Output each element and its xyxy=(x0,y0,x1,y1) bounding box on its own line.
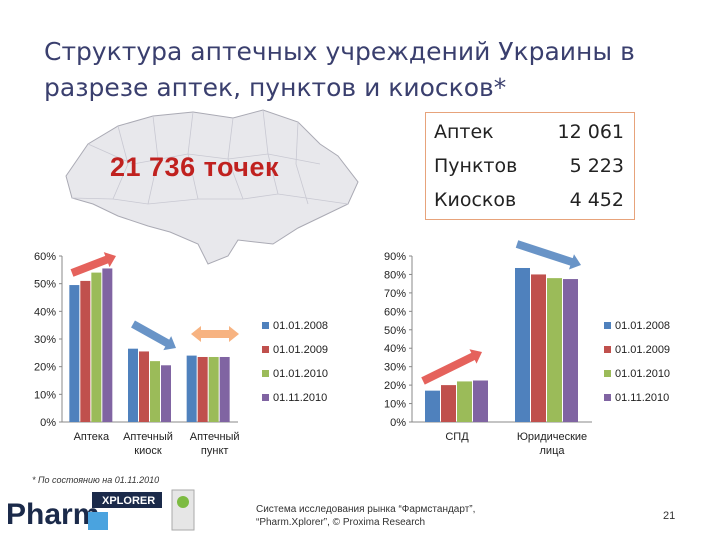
y-tick-label: 70% xyxy=(384,288,406,300)
legend-label: 01.01.2009 xyxy=(273,344,328,356)
bar xyxy=(69,285,80,422)
trend-arrow-down xyxy=(131,320,176,351)
pharmxplorer-logo: Pharm XPLORER xyxy=(6,486,196,534)
bar xyxy=(102,268,113,422)
trend-arrow-flat xyxy=(191,326,239,342)
stats-table: Аптек 12 061 Пунктов 5 223 Киосков 4 452 xyxy=(425,112,635,220)
bar xyxy=(128,348,138,422)
trend-arrow-down xyxy=(515,240,581,270)
bar xyxy=(547,278,562,422)
x-tick-label: киоск xyxy=(134,445,162,457)
bar xyxy=(425,390,440,422)
svg-text:Pharm: Pharm xyxy=(6,498,99,531)
slide-title: Структура аптечных учреждений Украины в … xyxy=(44,37,635,102)
trend-arrow-up xyxy=(421,349,482,385)
bar xyxy=(563,279,578,422)
total-points-label: 21 736 точек xyxy=(110,152,279,182)
chart-pharmacy-types-svg: 0% 10% 20% 30% 40% 50% 60% Аптека Аптечный киоск А… xyxy=(34,251,328,457)
bar xyxy=(219,356,230,422)
x-tick-label: Аптечный xyxy=(123,431,173,443)
legend-label: 01.01.2010 xyxy=(615,368,670,380)
bar xyxy=(80,280,91,422)
legend-swatch xyxy=(262,370,269,377)
chart-ownership-types: 0% 10% 20% 30% 40% 50% 60% 70% 80% 90% СПД Юридичес… xyxy=(360,240,720,470)
trend-arrow-up xyxy=(70,252,116,277)
chart-ownership-types-svg: 0% 10% 20% 30% 40% 50% 60% 70% 80% 90% СПД Юридичес… xyxy=(384,240,670,457)
y-tick-label: 50% xyxy=(34,279,56,291)
x-tick-label: СПД xyxy=(445,431,469,443)
y-tick-label: 60% xyxy=(384,306,406,318)
stats-row-punkty: Пунктов 5 223 xyxy=(426,151,636,185)
legend-swatch xyxy=(604,322,611,329)
svg-text:XPLORER: XPLORER xyxy=(102,495,155,507)
pharmxplorer-logo-mark: Pharm XPLORER xyxy=(6,489,195,531)
x-tick-label: лица xyxy=(540,445,566,457)
y-tick-label: 40% xyxy=(384,343,406,355)
stats-label: Пунктов xyxy=(434,155,518,177)
stats-label: Аптек xyxy=(434,121,494,143)
bar xyxy=(473,380,488,422)
bar xyxy=(208,356,219,422)
bar xyxy=(91,272,102,422)
y-tick-label: 60% xyxy=(34,251,56,263)
legend-swatch xyxy=(604,346,611,353)
chart-pharmacy-types: 0% 10% 20% 30% 40% 50% 60% Аптека Аптечный киоск А… xyxy=(0,240,380,470)
bar xyxy=(186,355,197,422)
ukraine-map-shape xyxy=(65,109,359,265)
legend-swatch xyxy=(604,394,611,401)
bar xyxy=(197,356,208,422)
legend-label: 01.01.2010 xyxy=(273,368,328,380)
footnote: * По состоянию на 01.11.2010 xyxy=(32,475,160,485)
source-note: Система исследования рынка “Фармстандарт… xyxy=(256,504,476,528)
legend-label: 01.11.2010 xyxy=(615,392,669,404)
legend-label: 01.01.2008 xyxy=(273,320,328,332)
legend-swatch xyxy=(604,370,611,377)
y-tick-label: 90% xyxy=(384,251,406,263)
bar xyxy=(150,361,160,422)
y-tick-label: 0% xyxy=(40,417,56,429)
bar xyxy=(531,274,546,422)
legend-label: 01.01.2008 xyxy=(615,320,670,332)
ukraine-map xyxy=(58,104,376,274)
stats-label: Киосков xyxy=(434,189,517,211)
y-tick-label: 30% xyxy=(34,334,56,346)
y-tick-label: 10% xyxy=(34,389,56,401)
stats-row-apteki: Аптек 12 061 xyxy=(426,117,636,151)
y-tick-label: 30% xyxy=(384,362,406,374)
y-tick-label: 50% xyxy=(384,325,406,337)
y-tick-label: 40% xyxy=(34,306,56,318)
bar xyxy=(139,351,149,422)
stats-value: 5 223 xyxy=(569,155,624,177)
x-tick-label: Аптека xyxy=(74,431,110,443)
stats-row-kioski: Киосков 4 452 xyxy=(426,185,636,219)
y-tick-label: 0% xyxy=(390,417,406,429)
legend-label: 01.01.2009 xyxy=(615,344,670,356)
y-tick-label: 80% xyxy=(384,269,406,281)
x-tick-label: Юридические xyxy=(517,431,587,443)
legend-swatch xyxy=(262,394,269,401)
bar xyxy=(515,267,530,422)
stats-value: 12 061 xyxy=(557,121,624,143)
y-tick-label: 10% xyxy=(384,399,406,411)
stats-value: 4 452 xyxy=(569,189,624,211)
bar xyxy=(161,365,171,422)
legend-swatch xyxy=(262,346,269,353)
x-tick-label: пункт xyxy=(201,445,229,457)
y-tick-label: 20% xyxy=(34,362,56,374)
y-tick-label: 20% xyxy=(384,380,406,392)
legend-label: 01.11.2010 xyxy=(273,392,327,404)
bar xyxy=(457,381,472,422)
page-number: 21 xyxy=(663,510,676,522)
x-tick-label: Аптечный xyxy=(190,431,240,443)
legend-swatch xyxy=(262,322,269,329)
bar xyxy=(441,385,456,422)
